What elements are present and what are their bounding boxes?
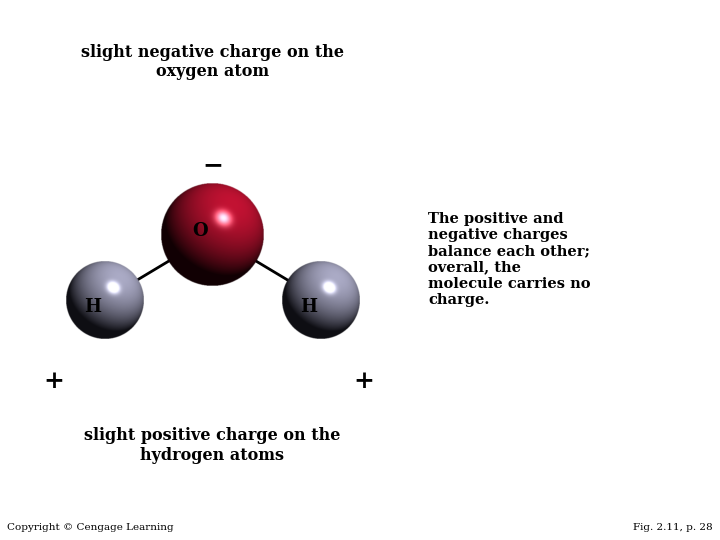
Text: slight negative charge on the
oxygen atom: slight negative charge on the oxygen ato… [81, 44, 344, 80]
Text: +: + [44, 369, 64, 393]
Text: H: H [300, 298, 317, 316]
Text: Copyright © Cengage Learning: Copyright © Cengage Learning [7, 523, 174, 532]
Text: slight positive charge on the
hydrogen atoms: slight positive charge on the hydrogen a… [84, 427, 341, 464]
Text: Fig. 2.11, p. 28: Fig. 2.11, p. 28 [633, 523, 713, 532]
Text: +: + [354, 369, 374, 393]
Text: −: − [202, 153, 223, 177]
Text: H: H [84, 298, 101, 316]
Text: The positive and
negative charges
balance each other;
overall, the
molecule carr: The positive and negative charges balanc… [428, 212, 591, 307]
Text: O: O [192, 222, 208, 240]
